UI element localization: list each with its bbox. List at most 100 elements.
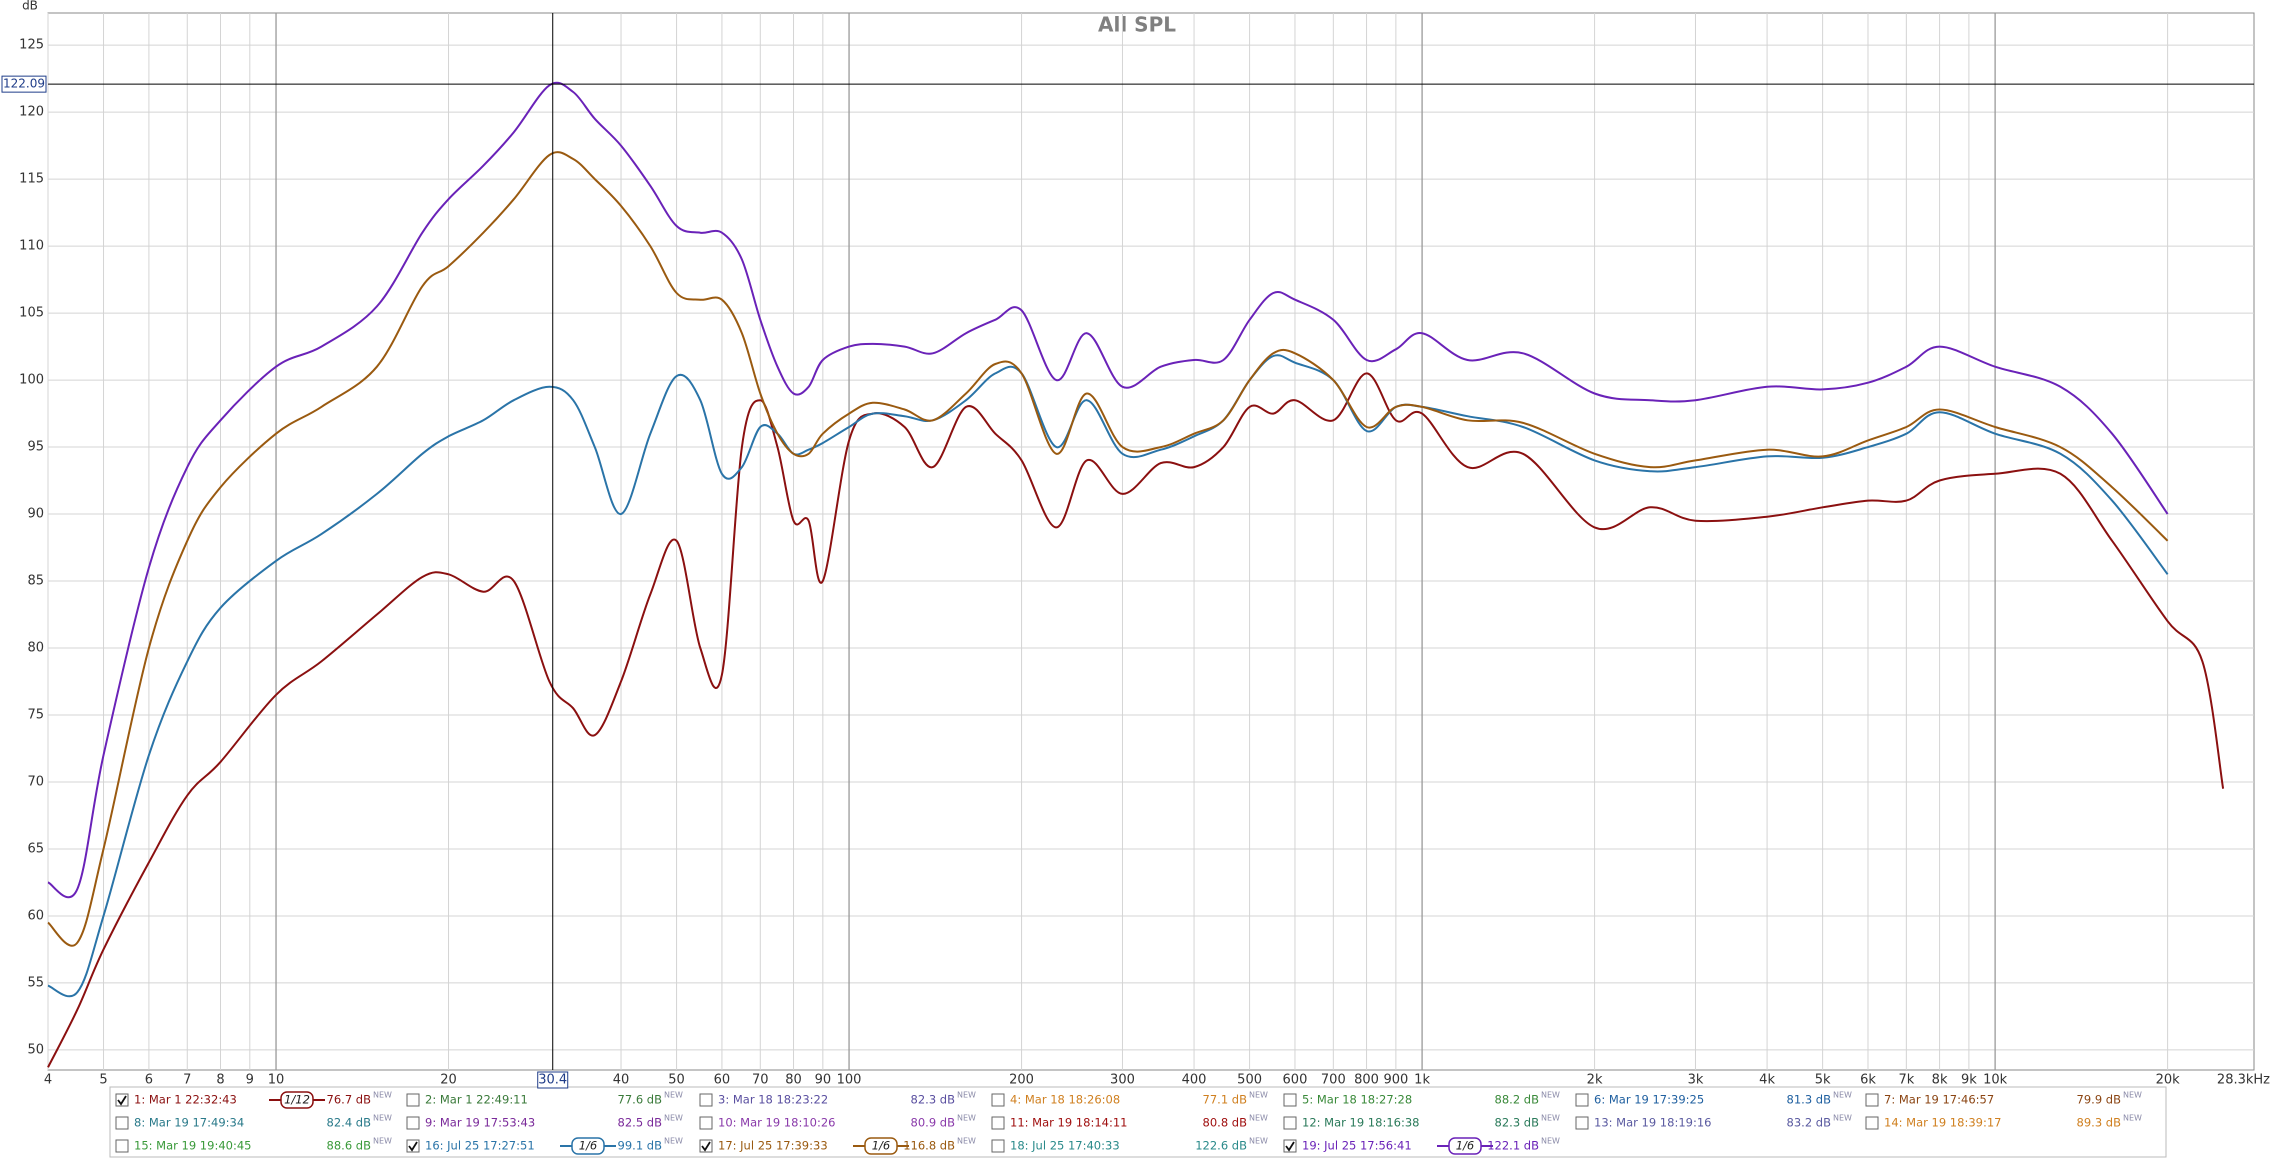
legend-name[interactable]: 6: Mar 19 17:39:25 bbox=[1594, 1093, 1704, 1107]
new-badge: NEW bbox=[957, 1137, 976, 1146]
cursor-x-box bbox=[537, 1071, 569, 1089]
legend-checkbox[interactable] bbox=[991, 1139, 1005, 1153]
x-tick-label: 40 bbox=[613, 1073, 630, 1088]
cursor-y-label: 122.09 bbox=[3, 77, 45, 91]
legend-level: 76.7 dB bbox=[327, 1093, 372, 1107]
legend-checkbox[interactable] bbox=[1575, 1116, 1589, 1130]
legend-checkbox[interactable] bbox=[1283, 1116, 1297, 1130]
legend-name[interactable]: 16: Jul 25 17:27:51 bbox=[425, 1139, 535, 1153]
new-badge: NEW bbox=[2123, 1091, 2142, 1100]
y-tick-label: 105 bbox=[19, 306, 44, 321]
new-badge: NEW bbox=[1833, 1114, 1852, 1123]
x-tick-label: 70 bbox=[752, 1073, 769, 1088]
legend-check bbox=[701, 1141, 711, 1152]
x-tick-label: 28.3kHz bbox=[2217, 1073, 2270, 1088]
legend-level: 82.3 dB bbox=[911, 1093, 956, 1107]
legend-name[interactable]: 10: Mar 19 18:10:26 bbox=[718, 1116, 835, 1130]
legend-name[interactable]: 1: Mar 1 22:32:43 bbox=[134, 1093, 237, 1107]
x-tick-label: 800 bbox=[1354, 1073, 1379, 1088]
legend-level: 82.5 dB bbox=[618, 1116, 663, 1130]
y-tick-label: 70 bbox=[27, 774, 44, 789]
y-tick-label: 55 bbox=[27, 975, 44, 990]
smoothing-label: 1/6 bbox=[872, 1139, 891, 1153]
legend-name[interactable]: 11: Mar 19 18:14:11 bbox=[1010, 1116, 1127, 1130]
cursor-y-box bbox=[1, 75, 47, 93]
smoothing-box[interactable] bbox=[1448, 1137, 1482, 1155]
x-tick-label: 6k bbox=[1860, 1073, 1876, 1088]
legend-name[interactable]: 3: Mar 18 18:23:22 bbox=[718, 1093, 828, 1107]
smoothing-box[interactable] bbox=[571, 1137, 605, 1155]
legend-checkbox[interactable] bbox=[991, 1116, 1005, 1130]
x-tick-label: 7 bbox=[183, 1073, 191, 1088]
new-badge: NEW bbox=[373, 1114, 392, 1123]
legend-checkbox[interactable] bbox=[1575, 1093, 1589, 1107]
y-tick-label: 115 bbox=[19, 172, 44, 187]
legend-check bbox=[1285, 1141, 1295, 1152]
x-tick-label: 50 bbox=[668, 1073, 685, 1088]
x-tick-label: 9 bbox=[246, 1073, 254, 1088]
new-badge: NEW bbox=[664, 1091, 683, 1100]
legend-name[interactable]: 19: Jul 25 17:56:41 bbox=[1302, 1139, 1412, 1153]
x-tick-label: 8 bbox=[216, 1073, 224, 1088]
legend-checkbox[interactable] bbox=[1283, 1093, 1297, 1107]
legend-level: 88.2 dB bbox=[1495, 1093, 1540, 1107]
legend-name[interactable]: 5: Mar 18 18:27:28 bbox=[1302, 1093, 1412, 1107]
new-badge: NEW bbox=[2123, 1114, 2142, 1123]
legend-checkbox[interactable] bbox=[406, 1139, 420, 1153]
legend-level: 122.6 dB bbox=[1195, 1139, 1247, 1153]
legend-name[interactable]: 9: Mar 19 17:53:43 bbox=[425, 1116, 535, 1130]
x-tick-label: 5 bbox=[99, 1073, 107, 1088]
legend-name[interactable]: 12: Mar 19 18:16:38 bbox=[1302, 1116, 1419, 1130]
legend-check bbox=[117, 1095, 127, 1106]
legend-checkbox[interactable] bbox=[1283, 1139, 1297, 1153]
legend-name[interactable]: 15: Mar 19 19:40:45 bbox=[134, 1139, 251, 1153]
legend-checkbox[interactable] bbox=[699, 1116, 713, 1130]
legend-level: 80.9 dB bbox=[911, 1116, 956, 1130]
legend-checkbox[interactable] bbox=[991, 1093, 1005, 1107]
legend-box bbox=[109, 1086, 2167, 1158]
legend-checkbox[interactable] bbox=[406, 1116, 420, 1130]
legend-level: 79.9 dB bbox=[2077, 1093, 2122, 1107]
x-tick-label: 5k bbox=[1815, 1073, 1831, 1088]
x-tick-label: 90 bbox=[815, 1073, 832, 1088]
legend-checkbox[interactable] bbox=[699, 1139, 713, 1153]
legend-name[interactable]: 8: Mar 19 17:49:34 bbox=[134, 1116, 244, 1130]
legend-name[interactable]: 17: Jul 25 17:39:33 bbox=[718, 1139, 828, 1153]
x-tick-label: 300 bbox=[1110, 1073, 1135, 1088]
x-tick-label: 20k bbox=[2156, 1073, 2181, 1088]
legend-checkbox[interactable] bbox=[699, 1093, 713, 1107]
legend-level: 88.6 dB bbox=[327, 1139, 372, 1153]
new-badge: NEW bbox=[1541, 1091, 1560, 1100]
new-badge: NEW bbox=[373, 1091, 392, 1100]
smoothing-box[interactable] bbox=[864, 1137, 898, 1155]
new-badge: NEW bbox=[1541, 1137, 1560, 1146]
legend-level: 116.8 dB bbox=[903, 1139, 955, 1153]
y-tick-label: 75 bbox=[27, 707, 44, 722]
legend-name[interactable]: 7: Mar 19 17:46:57 bbox=[1884, 1093, 1994, 1107]
legend-name[interactable]: 2: Mar 1 22:49:11 bbox=[425, 1093, 528, 1107]
smoothing-label: 1/6 bbox=[1456, 1139, 1475, 1153]
legend-level: 82.3 dB bbox=[1495, 1116, 1540, 1130]
legend-checkbox[interactable] bbox=[115, 1139, 129, 1153]
legend-checkbox[interactable] bbox=[1865, 1093, 1879, 1107]
legend-checkbox[interactable] bbox=[115, 1093, 129, 1107]
x-tick-label: 8k bbox=[1932, 1073, 1948, 1088]
smoothing-box[interactable] bbox=[280, 1091, 314, 1109]
x-tick-label: 4 bbox=[44, 1073, 52, 1088]
new-badge: NEW bbox=[373, 1137, 392, 1146]
legend-level: 82.4 dB bbox=[327, 1116, 372, 1130]
legend-name[interactable]: 4: Mar 18 18:26:08 bbox=[1010, 1093, 1120, 1107]
x-tick-label: 80 bbox=[785, 1073, 802, 1088]
legend-name[interactable]: 18: Jul 25 17:40:33 bbox=[1010, 1139, 1120, 1153]
legend-name[interactable]: 13: Mar 19 18:19:16 bbox=[1594, 1116, 1711, 1130]
x-tick-label: 10 bbox=[268, 1073, 285, 1088]
legend-checkbox[interactable] bbox=[1865, 1116, 1879, 1130]
x-tick-label: 7k bbox=[1898, 1073, 1914, 1088]
legend-checkbox[interactable] bbox=[115, 1116, 129, 1130]
legend-name[interactable]: 14: Mar 19 18:39:17 bbox=[1884, 1116, 2001, 1130]
legend-checkbox[interactable] bbox=[406, 1093, 420, 1107]
x-tick-label: 600 bbox=[1283, 1073, 1308, 1088]
legend-level: 89.3 dB bbox=[2077, 1116, 2122, 1130]
y-tick-label: 50 bbox=[27, 1042, 44, 1057]
series-line bbox=[47, 354, 2169, 998]
